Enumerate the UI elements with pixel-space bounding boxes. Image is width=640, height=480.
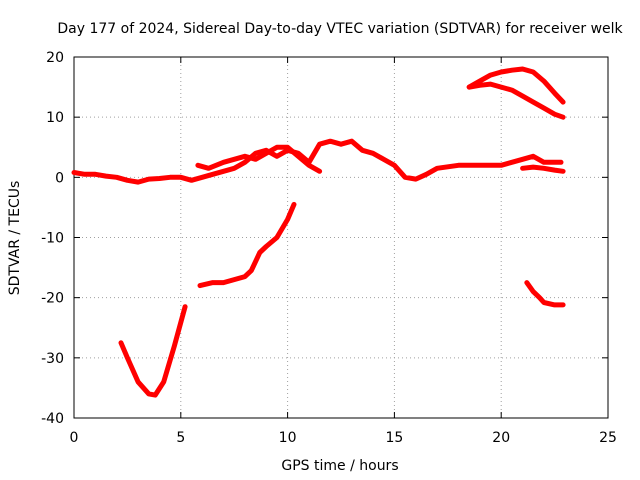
x-tick-label: 0 bbox=[70, 430, 79, 446]
series-arc-3 bbox=[118, 304, 188, 398]
y-tick-label: 10 bbox=[46, 110, 64, 126]
y-tick-label: -10 bbox=[41, 231, 64, 247]
series-arc-2 bbox=[195, 144, 323, 174]
x-tick-label: 25 bbox=[599, 430, 617, 446]
x-tick-label: 10 bbox=[279, 430, 297, 446]
series-arc-4 bbox=[197, 201, 297, 289]
y-tick-label: 20 bbox=[46, 50, 64, 66]
y-axis-label: SDTVAR / TECUs bbox=[7, 181, 23, 296]
y-tick-label: 0 bbox=[55, 170, 64, 186]
x-tick-label: 5 bbox=[176, 430, 185, 446]
series-arc-6 bbox=[466, 81, 566, 120]
chart-title: Day 177 of 2024, Sidereal Day-to-day VTE… bbox=[57, 21, 623, 37]
y-tick-label: -30 bbox=[41, 351, 64, 367]
y-tick-label: -20 bbox=[41, 291, 64, 307]
x-tick-label: 15 bbox=[385, 430, 403, 446]
series-arc-5 bbox=[466, 66, 566, 105]
series-arc-8 bbox=[524, 280, 566, 308]
x-axis-label: GPS time / hours bbox=[281, 458, 398, 474]
data-series bbox=[71, 66, 566, 398]
axis-ticks: 0 5 10 15 20 25 -40 -30 -20 -10 0 10 20 bbox=[41, 50, 617, 446]
series-arc-7 bbox=[520, 164, 566, 174]
x-tick-label: 20 bbox=[492, 430, 510, 446]
y-tick-label: -40 bbox=[41, 411, 64, 427]
